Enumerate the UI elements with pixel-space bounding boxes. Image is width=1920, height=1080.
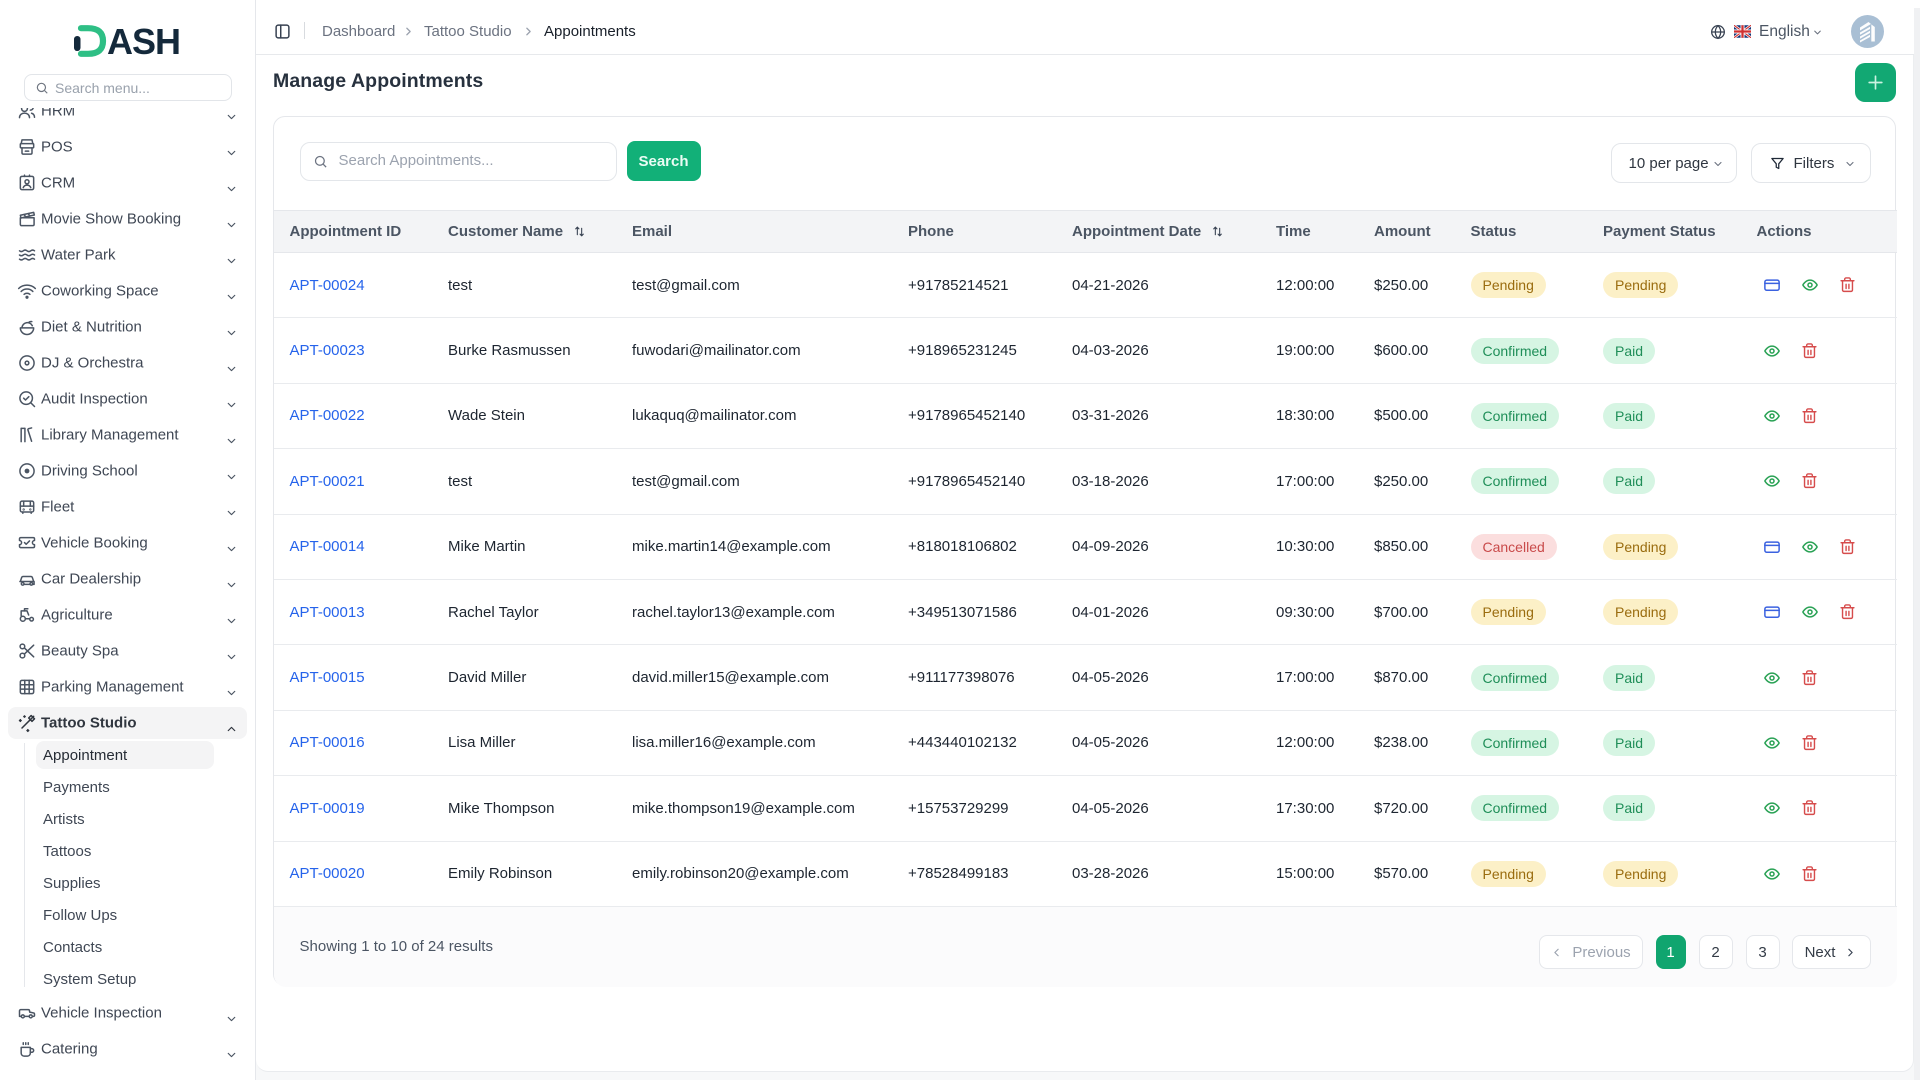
svg-text:ASH: ASH [107, 25, 180, 61]
